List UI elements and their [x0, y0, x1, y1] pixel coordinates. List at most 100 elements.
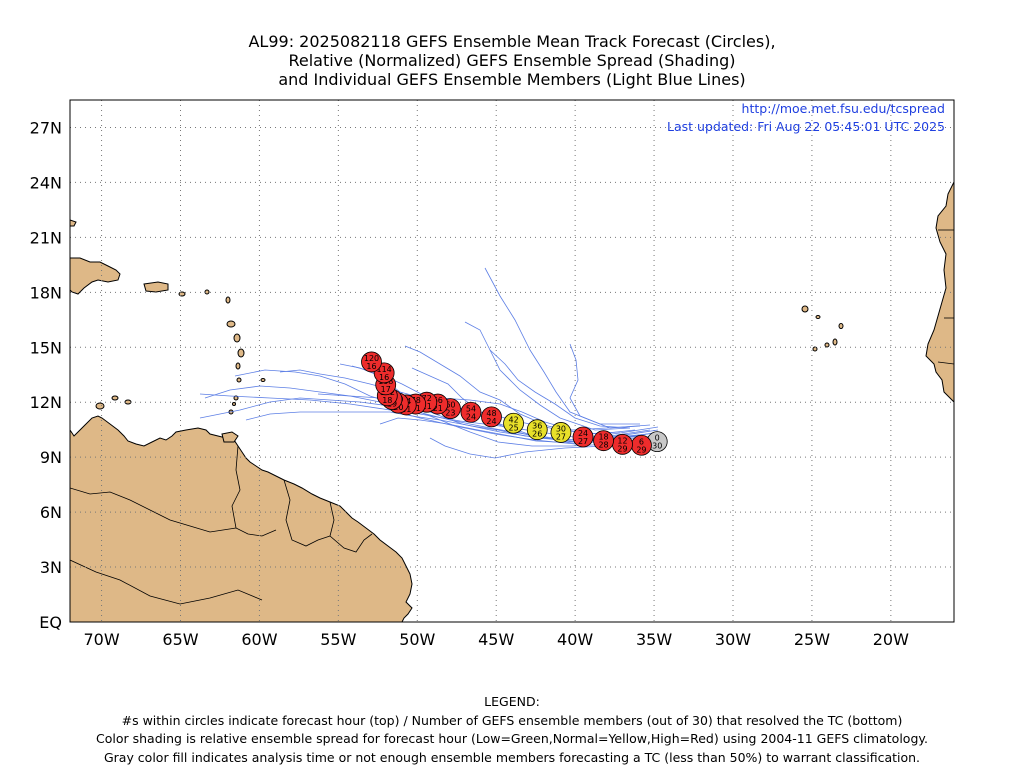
- lon-label-65W: 65W: [162, 630, 198, 649]
- track-members-label: 24: [466, 412, 476, 421]
- border-french-guiana: [329, 501, 373, 553]
- track-circle: [572, 426, 594, 448]
- track-point-hour-0: 030: [646, 431, 668, 452]
- lon-label-25W: 25W: [794, 630, 830, 649]
- land-hispaniola: [70, 257, 121, 295]
- track-members-label: 24: [486, 417, 496, 426]
- credit-url[interactable]: http://moe.met.fsu.edu/tcspread: [742, 101, 945, 116]
- lat-label-9N: 9N: [40, 448, 62, 467]
- track-members-label: 27: [578, 437, 588, 446]
- land-cuba-tip: [70, 219, 77, 227]
- track-members-label: 16: [366, 362, 376, 371]
- legend-line-1: #s within circles indicate forecast hour…: [121, 712, 903, 728]
- track-hour-label: 48: [486, 409, 496, 418]
- lon-label-60W: 60W: [241, 630, 277, 649]
- lon-label-40W: 40W: [557, 630, 593, 649]
- lat-label-3N: 3N: [40, 558, 62, 577]
- lat-label-15N: 15N: [30, 338, 62, 357]
- track-members-label: 29: [636, 445, 646, 454]
- track-members-label: 21: [433, 404, 443, 413]
- lon-label-50W: 50W: [399, 630, 435, 649]
- chart-title: AL99: 2025082118 GEFS Ensemble Mean Trac…: [0, 32, 1024, 89]
- lon-label-30W: 30W: [715, 630, 751, 649]
- latitude-labels: EQ 3N 6N 9N 12N 15N 18N 21N 24N 27N: [30, 118, 62, 632]
- track-members-label: 21: [422, 402, 432, 411]
- track-circle: [460, 401, 482, 423]
- grid-lines: [70, 100, 954, 622]
- track-hour-label: 30: [556, 424, 566, 433]
- track-circle: [481, 406, 502, 428]
- track-members-label: 27: [556, 432, 566, 441]
- track-hour-label: 24: [578, 429, 588, 438]
- legend-line-2: Color shading is relative ensemble sprea…: [96, 731, 928, 746]
- title-line-2: Relative (Normalized) GEFS Ensemble Spre…: [288, 51, 736, 70]
- map-layer: 0306291229182824273027362642254824542460…: [70, 100, 954, 622]
- track-members-label: 16: [379, 373, 389, 382]
- track-hour-label: 60: [445, 401, 455, 410]
- land-trinidad: [221, 431, 239, 443]
- track-circle: [361, 351, 382, 373]
- track-hour-label: 6: [639, 437, 644, 446]
- lat-label-18N: 18N: [30, 283, 62, 302]
- legend-heading: LEGEND:: [484, 694, 540, 709]
- track-hour-label: 66: [433, 396, 443, 405]
- land-puerto-rico: [143, 281, 169, 293]
- track-members-label: 30: [652, 442, 662, 451]
- track-hour-label: 72: [422, 394, 432, 403]
- track-members-label: 17: [381, 385, 391, 394]
- track-hour-label: 78: [411, 396, 421, 405]
- lon-label-45W: 45W: [478, 630, 514, 649]
- track-hour-label: 12: [617, 436, 627, 445]
- track-circle: [593, 430, 614, 452]
- member-track-8: [484, 267, 640, 425]
- legend: LEGEND: #s within circles indicate forec…: [0, 693, 1024, 767]
- track-circle: [526, 419, 548, 441]
- track-members-label: 26: [532, 430, 542, 439]
- lon-label-55W: 55W: [320, 630, 356, 649]
- track-hour-label: 36: [532, 422, 542, 431]
- track-hour-label: 114: [376, 365, 391, 374]
- track-hour-label: 0: [655, 434, 660, 443]
- track-members-label: 18: [382, 396, 392, 405]
- border-brazil-south: [70, 559, 263, 605]
- cape-verde-islands: [801, 305, 844, 352]
- track-members-label: 29: [617, 444, 627, 453]
- lat-label-24N: 24N: [30, 173, 62, 192]
- lesser-antilles: [95, 289, 266, 415]
- track-hour-label: 120: [364, 354, 379, 363]
- map-plot: 0306291229182824273027362642254824542460…: [30, 99, 955, 649]
- border-venezuela-brazil: [70, 487, 237, 533]
- track-point-hour-6: 629: [631, 434, 652, 456]
- member-track-4: [199, 393, 656, 445]
- track-members-label: 28: [598, 441, 608, 450]
- member-track-16: [489, 349, 631, 429]
- title-line-1: AL99: 2025082118 GEFS Ensemble Mean Trac…: [248, 32, 776, 51]
- member-track-9: [464, 321, 631, 431]
- credit-last-updated: Last updated: Fri Aug 22 05:45:01 UTC 20…: [667, 119, 945, 134]
- lon-label-35W: 35W: [636, 630, 672, 649]
- track-hour-label: 18: [598, 433, 608, 442]
- legend-line-3: Gray color fill indicates analysis time …: [103, 749, 921, 765]
- track-circle: [503, 412, 524, 434]
- border-suriname: [283, 479, 331, 547]
- track-hour-label: 54: [466, 404, 476, 413]
- border-africa-line-3: [937, 361, 954, 365]
- land-west-africa: [925, 181, 954, 403]
- mean-track-circles: 0306291229182824273027362642254824542460…: [361, 351, 668, 456]
- track-members-label: 23: [445, 409, 455, 418]
- track-circle: [550, 422, 572, 443]
- track-members-label: 25: [508, 423, 518, 432]
- lat-label-12N: 12N: [30, 393, 62, 412]
- land-south-america: [70, 415, 413, 622]
- lat-label-27N: 27N: [30, 118, 62, 137]
- lat-label-21N: 21N: [30, 228, 62, 247]
- lon-label-20W: 20W: [873, 630, 909, 649]
